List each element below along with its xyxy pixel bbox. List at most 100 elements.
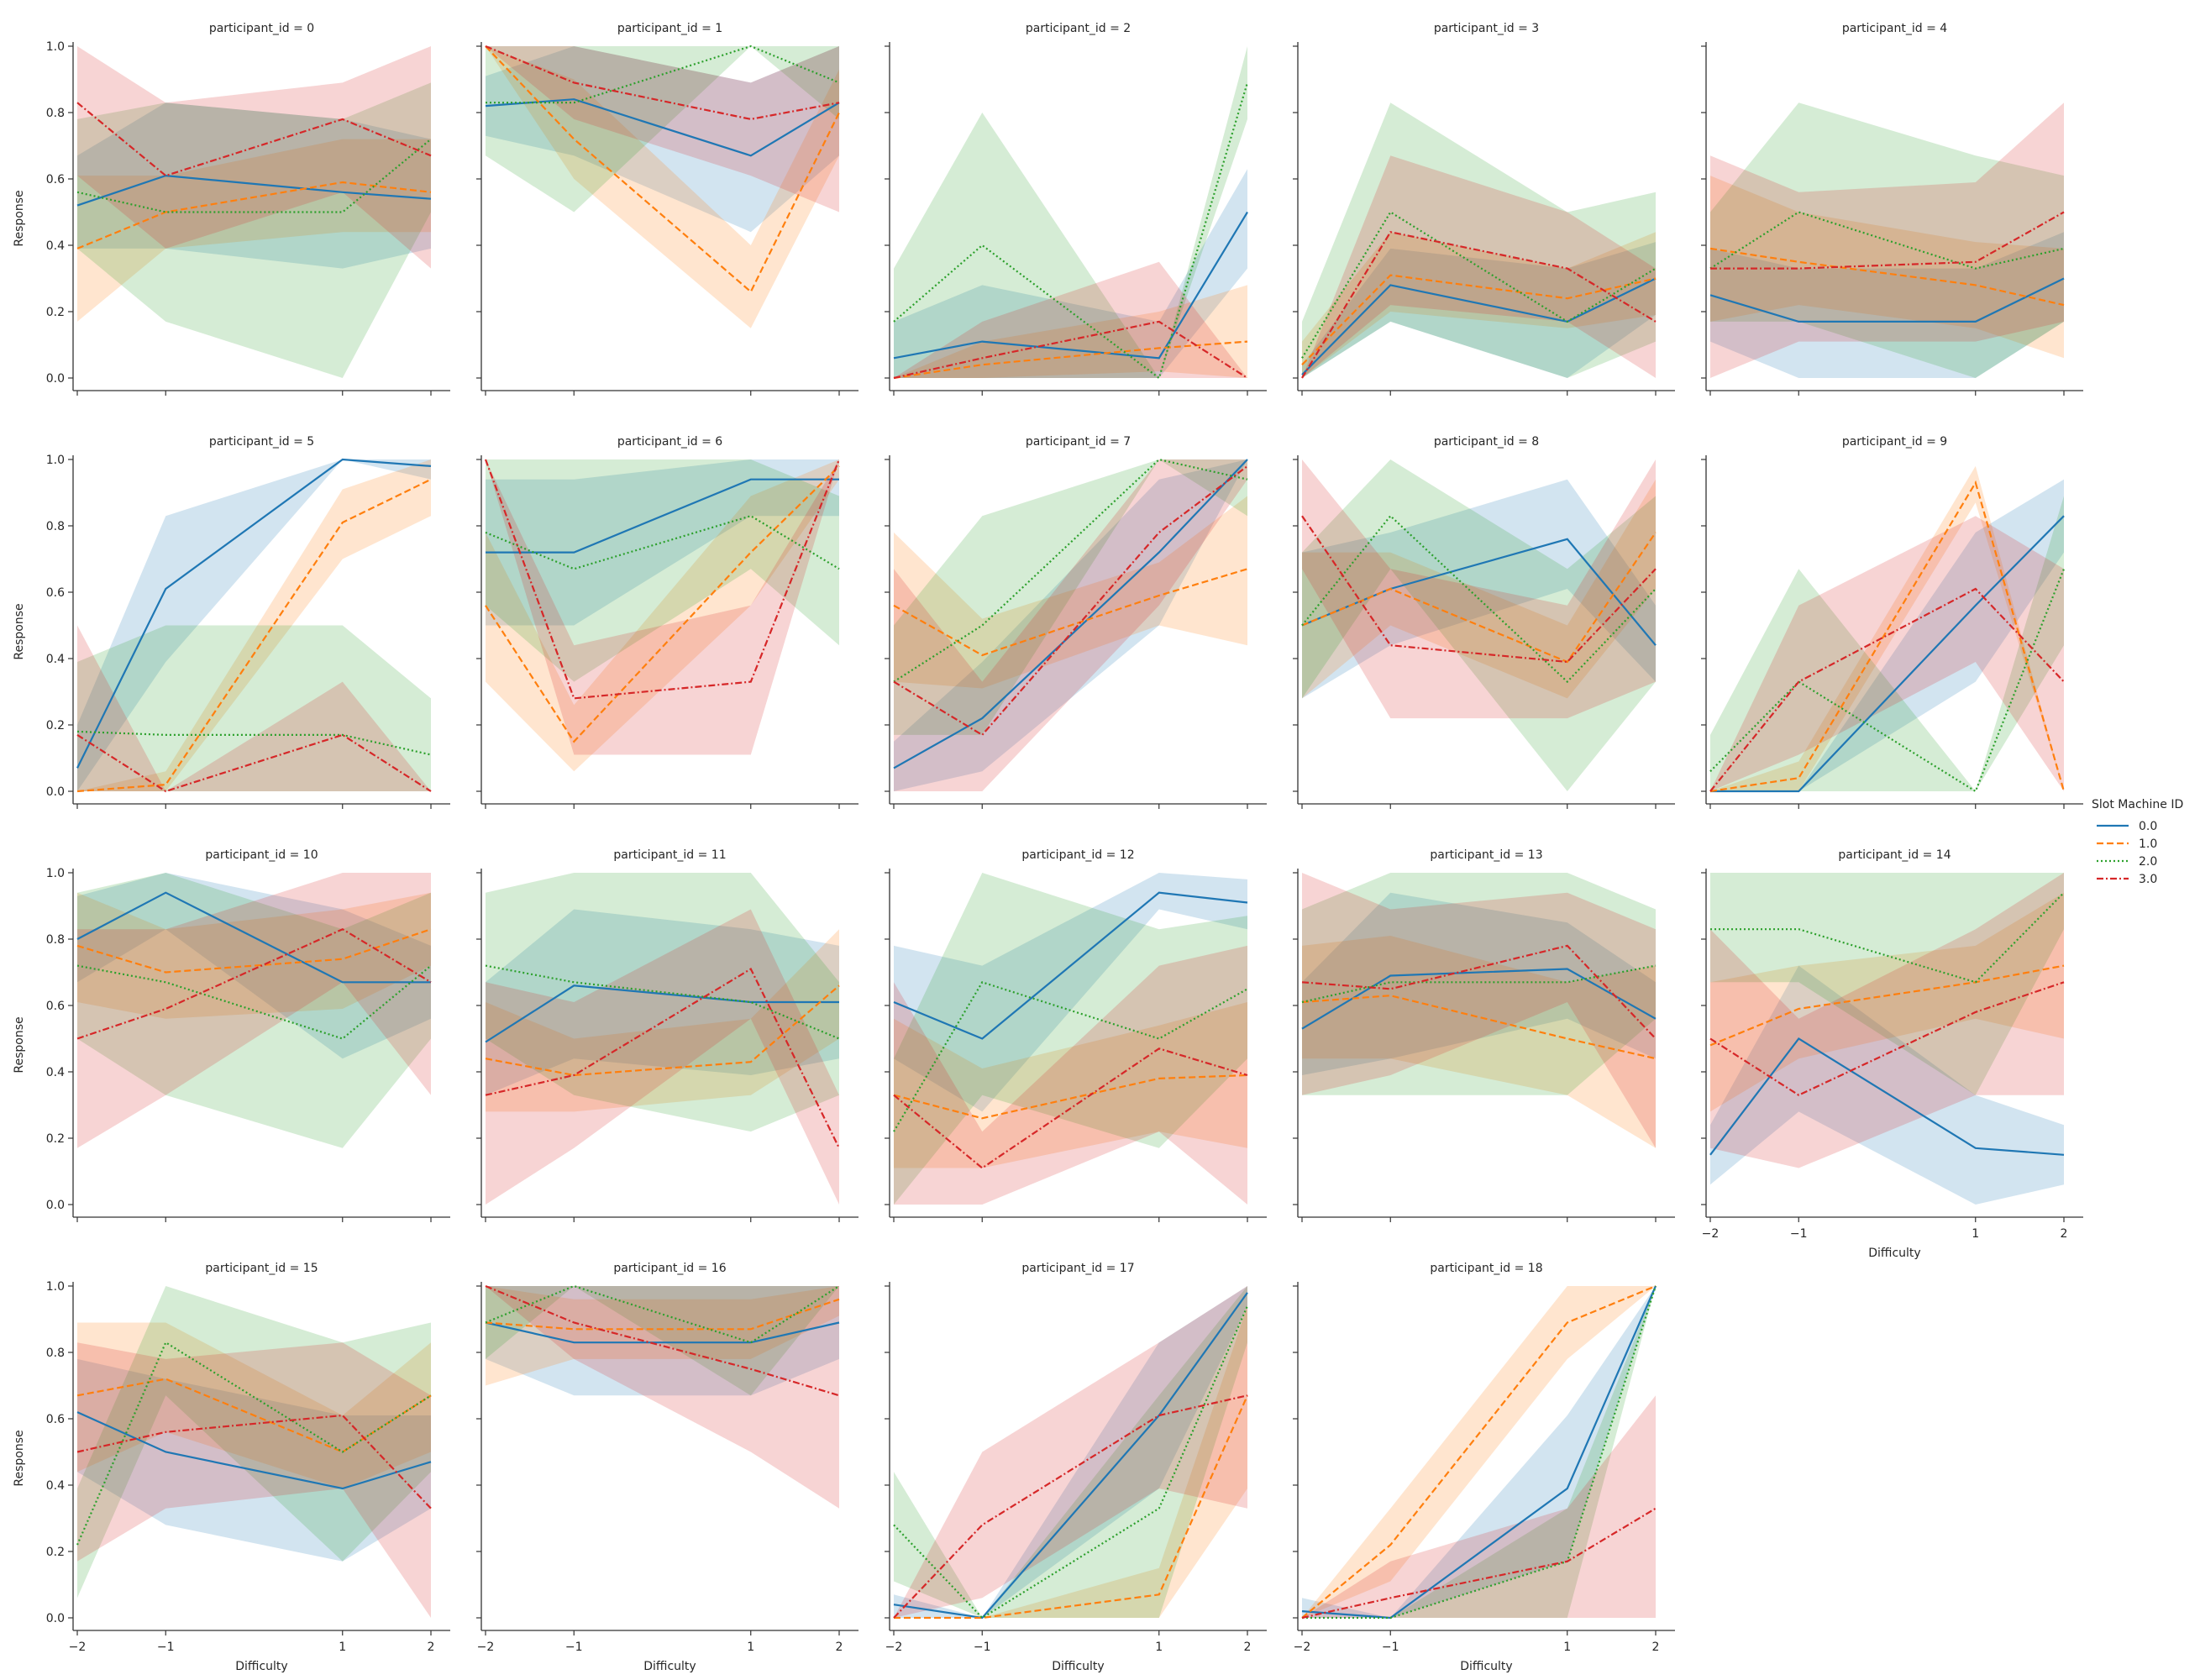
series-line-3.0 bbox=[76, 927, 432, 1040]
y-tick-label: 0.0 bbox=[46, 372, 65, 386]
series-line-3.0 bbox=[893, 1394, 1248, 1619]
y-tick-label: 0.2 bbox=[46, 306, 65, 319]
series-line-1.0 bbox=[1709, 964, 2065, 1047]
series-line-3.0 bbox=[1301, 230, 1657, 379]
facet-title: participant_id = 2 bbox=[1026, 22, 1131, 35]
series-line-1.0 bbox=[485, 45, 840, 294]
facet-title: participant_id = 14 bbox=[1838, 848, 1951, 862]
y-tick-label: 0.6 bbox=[46, 1000, 65, 1013]
y-tick-label: 0.2 bbox=[46, 1546, 65, 1559]
series-line-0.0 bbox=[485, 98, 840, 157]
ci-band-1.0 bbox=[486, 46, 839, 328]
y-tick-label: 1.0 bbox=[46, 867, 65, 880]
facet-title: participant_id = 15 bbox=[205, 1262, 318, 1275]
ci-band-0.0 bbox=[486, 459, 839, 626]
facet-panel: participant_id = 11 bbox=[476, 848, 858, 1222]
facet-panel: participant_id = 14 −2 −1 1 2 Difficulty bbox=[1701, 848, 2083, 1260]
x-tick-label: −2 bbox=[1294, 1641, 1311, 1654]
series-line-0.0 bbox=[1710, 515, 2065, 793]
series-line-3.0 bbox=[893, 1047, 1248, 1169]
ci-band-2.0 bbox=[77, 873, 431, 1148]
series-line-1.0 bbox=[893, 340, 1248, 380]
facet-title: participant_id = 10 bbox=[205, 848, 318, 862]
ci-band-0.0 bbox=[77, 102, 431, 269]
x-tick-label: 2 bbox=[1652, 1641, 1660, 1654]
series-line-1.0 bbox=[1301, 274, 1657, 365]
x-tick-label: 1 bbox=[1155, 1641, 1163, 1654]
x-tick-label: 2 bbox=[836, 1641, 843, 1654]
y-tick-label: 0.0 bbox=[46, 1199, 65, 1212]
y-tick-label: 0.8 bbox=[46, 520, 65, 533]
ci-band-1.0 bbox=[1302, 479, 1656, 699]
facet-title: participant_id = 1 bbox=[617, 22, 722, 35]
y-tick-label: 0.4 bbox=[46, 239, 65, 253]
series-line-2.0 bbox=[893, 82, 1249, 380]
ci-band-0.0 bbox=[77, 1358, 431, 1562]
series-line-3.0 bbox=[76, 102, 432, 177]
series-line-2.0 bbox=[1301, 210, 1657, 359]
x-tick-label: 2 bbox=[1244, 1641, 1252, 1654]
series-line-3.0 bbox=[485, 967, 840, 1149]
facet-title: participant_id = 7 bbox=[1026, 435, 1131, 449]
series-line-1.0 bbox=[76, 478, 432, 793]
x-axis-label: Difficulty bbox=[1868, 1247, 1920, 1260]
series-line-1.0 bbox=[76, 928, 432, 974]
ci-band-1.0 bbox=[77, 892, 431, 1019]
facet-title: participant_id = 4 bbox=[1842, 22, 1947, 35]
series-line-3.0 bbox=[1301, 515, 1657, 664]
ci-band-3.0 bbox=[1302, 873, 1656, 1148]
facet-panel: participant_id = 15 0.0 0.2 0.4 0.6 0.8 1.0 Res… bbox=[13, 1262, 450, 1673]
series-line-2.0 bbox=[76, 964, 432, 1040]
ci-band-3.0 bbox=[77, 1342, 431, 1618]
series-line-0.0 bbox=[76, 174, 432, 207]
y-tick-label: 0.0 bbox=[46, 1612, 65, 1625]
ci-band-2.0 bbox=[77, 1286, 431, 1599]
series-line-2.0 bbox=[486, 45, 840, 104]
x-tick-label: 1 bbox=[1563, 1641, 1571, 1654]
facet-title: participant_id = 5 bbox=[209, 435, 314, 449]
series-line-0.0 bbox=[893, 1292, 1248, 1620]
x-tick-label: −1 bbox=[157, 1641, 175, 1654]
ci-band-0.0 bbox=[1302, 1286, 1656, 1618]
series-line-2.0 bbox=[76, 730, 432, 756]
ci-band-2.0 bbox=[486, 46, 839, 213]
series-line-2.0 bbox=[1301, 964, 1657, 1004]
series-line-2.0 bbox=[1301, 514, 1657, 684]
ci-band-0.0 bbox=[1710, 479, 2064, 791]
ci-band-1.0 bbox=[77, 139, 431, 322]
ci-band-0.0 bbox=[486, 909, 839, 1095]
series-line-0.0 bbox=[486, 478, 839, 554]
y-tick-label: 0.6 bbox=[46, 586, 65, 600]
facet-panel: participant_id = 0 0.0 0.2 0.4 0.6 0.8 1.0 Resp… bbox=[13, 22, 450, 396]
ci-band-3.0 bbox=[894, 1286, 1247, 1618]
y-tick-label: 0.2 bbox=[46, 719, 65, 732]
series-line-0.0 bbox=[1301, 1285, 1657, 1620]
facet-panel: participant_id = 2 bbox=[885, 22, 1267, 396]
y-tick-label: 0.6 bbox=[46, 1413, 65, 1426]
ci-band-0.0 bbox=[486, 46, 839, 233]
series-line-3.0 bbox=[1301, 944, 1657, 1040]
ci-band-3.0 bbox=[77, 625, 431, 791]
facet-panel: participant_id = 8 bbox=[1293, 435, 1675, 809]
facet-title: participant_id = 8 bbox=[1434, 435, 1539, 449]
series-line-1.0 bbox=[1301, 1284, 1657, 1619]
legend-items: 0.0 1.0 2.0 3.0 bbox=[2097, 820, 2157, 886]
series-line-1.0 bbox=[485, 1298, 840, 1331]
ci-band-1.0 bbox=[77, 1322, 431, 1488]
facet-title: participant_id = 11 bbox=[613, 848, 726, 862]
series-line-1.0 bbox=[894, 1394, 1249, 1620]
y-tick-label: 0.8 bbox=[46, 1347, 65, 1360]
ci-band-3.0 bbox=[486, 46, 839, 213]
ci-band-0.0 bbox=[77, 873, 431, 1059]
ci-band-1.0 bbox=[486, 929, 839, 1112]
x-tick-label: −2 bbox=[1702, 1227, 1720, 1241]
x-tick-label: −1 bbox=[1382, 1641, 1399, 1654]
ci-band-2.0 bbox=[894, 1286, 1247, 1618]
facet-title: participant_id = 16 bbox=[613, 1262, 726, 1275]
y-tick-label: 0.6 bbox=[46, 173, 65, 186]
ci-band-0.0 bbox=[894, 169, 1247, 378]
legend: Slot Machine ID 0.0 1.0 2.0 3.0 bbox=[2092, 798, 2183, 886]
series-line-3.0 bbox=[893, 320, 1248, 380]
ci-band-1.0 bbox=[486, 459, 839, 772]
